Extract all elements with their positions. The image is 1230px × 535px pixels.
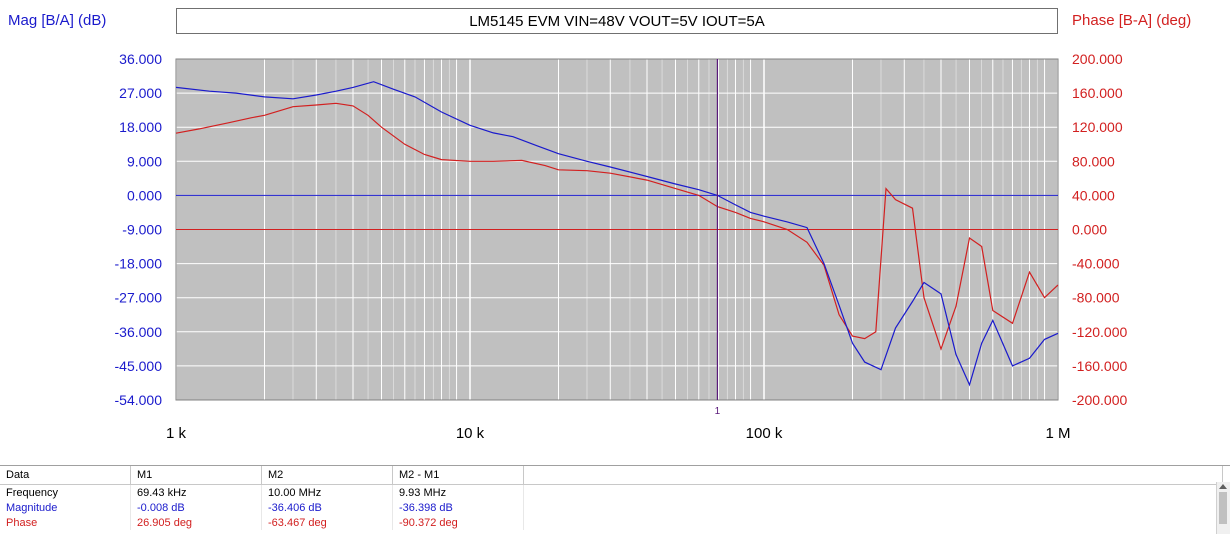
- table-row: Phase 26.905 deg -63.467 deg -90.372 deg: [0, 515, 1223, 530]
- tick-labels: 36.000 27.000 18.000 9.000 0.000 -9.000 -18.00…: [115, 51, 1128, 442]
- y-right-tick-label: 160.000: [1072, 85, 1123, 101]
- phase-line: [175, 102, 1059, 351]
- table-header: Data: [0, 466, 131, 485]
- y-left-tick-label: 27.000: [119, 85, 162, 101]
- y-right-tick-label: -120.000: [1072, 324, 1127, 340]
- table-cell: 9.93 MHz: [392, 484, 524, 500]
- table-row: Frequency 69.43 kHz 10.00 MHz 9.93 MHz: [0, 484, 1223, 500]
- table-cell: Magnitude: [0, 500, 131, 515]
- chart-title: LM5145 EVM VIN=48V VOUT=5V IOUT=5A: [176, 8, 1058, 34]
- table-cell: Phase: [0, 515, 131, 530]
- y-right-tick-label: -160.000: [1072, 358, 1127, 374]
- marker-data-table: Data M1 M2 M2 - M1 Frequency 69.43 kHz 1…: [0, 465, 1230, 535]
- y-right-tick-label: 80.000: [1072, 153, 1115, 169]
- table-cell: -36.398 dB: [392, 500, 524, 515]
- y-right-tick-label: 40.000: [1072, 187, 1115, 203]
- table-cell: -0.008 dB: [130, 500, 262, 515]
- table-cell: Frequency: [0, 484, 131, 500]
- marker-label: 1: [715, 406, 721, 417]
- scroll-up-arrow-icon[interactable]: [1219, 484, 1227, 489]
- table-header: M2: [261, 466, 393, 485]
- y-left-tick-label: 0.000: [127, 187, 162, 203]
- table-cell: -63.467 deg: [261, 515, 393, 530]
- table-header-row: Data M1 M2 M2 - M1: [0, 466, 1223, 485]
- right-axis-title: Phase [B-A] (deg): [1072, 12, 1192, 29]
- scroll-thumb[interactable]: [1219, 492, 1227, 524]
- table-cell: [523, 500, 1223, 515]
- vertical-scrollbar[interactable]: [1216, 482, 1230, 534]
- reference-lines: [176, 194, 1058, 230]
- y-left-tick-label: -18.000: [115, 256, 163, 272]
- table-header: M1: [130, 466, 262, 485]
- x-tick-label: 10 k: [456, 425, 485, 442]
- y-left-tick-label: 18.000: [119, 119, 162, 135]
- table-header: M2 - M1: [392, 466, 524, 485]
- y-right-tick-label: 200.000: [1072, 51, 1123, 67]
- table-cell: 10.00 MHz: [261, 484, 393, 500]
- y-right-tick-label: -40.000: [1072, 256, 1120, 272]
- table-cell: [523, 515, 1223, 530]
- y-left-tick-label: 9.000: [127, 153, 162, 169]
- y-right-tick-label: -80.000: [1072, 290, 1120, 306]
- y-left-tick-label: 36.000: [119, 51, 162, 67]
- table-row: Magnitude -0.008 dB -36.406 dB -36.398 d…: [0, 500, 1223, 515]
- y-right-tick-label: 120.000: [1072, 119, 1123, 135]
- table-cell: 26.905 deg: [130, 515, 262, 530]
- marker-layer[interactable]: 1: [715, 59, 721, 417]
- x-tick-label: 100 k: [746, 425, 783, 442]
- x-tick-label: 1 M: [1045, 425, 1070, 442]
- y-left-tick-label: -36.000: [115, 324, 163, 340]
- y-right-tick-label: 0.000: [1072, 222, 1107, 238]
- y-left-tick-label: -27.000: [115, 290, 163, 306]
- left-axis-title: Mag [B/A] (dB): [8, 12, 107, 29]
- table-cell: -36.406 dB: [261, 500, 393, 515]
- y-left-tick-label: -9.000: [122, 222, 162, 238]
- y-left-tick-label: -54.000: [115, 392, 163, 408]
- y-left-tick-label: -45.000: [115, 358, 163, 374]
- bode-plot: 1 36.000 27.000 18.000 9.000 0.000 -9.000 -18.…: [115, 51, 1128, 442]
- table-header: [523, 466, 1223, 485]
- table-cell: [523, 484, 1223, 500]
- table-cell: -90.372 deg: [392, 515, 524, 530]
- x-tick-label: 1 k: [166, 425, 187, 442]
- table-cell: 69.43 kHz: [130, 484, 262, 500]
- y-right-tick-label: -200.000: [1072, 392, 1127, 408]
